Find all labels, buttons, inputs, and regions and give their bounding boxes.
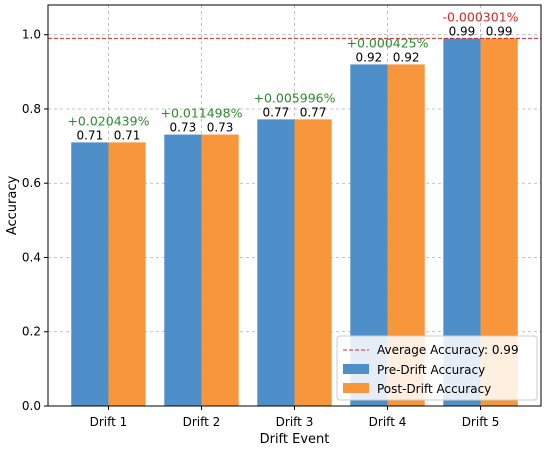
legend-swatch-post-drift <box>343 383 369 393</box>
bars-layer <box>71 38 518 407</box>
legend-label-pre-drift: Pre-Drift Accuracy <box>377 363 485 377</box>
legend-swatch-pre-drift <box>343 364 369 374</box>
labels-layer: 0.71 0.73 0.77 0.92 0.99 0.71 0.73 0.77 0.92 0.99… <box>67 9 518 142</box>
post-drift-value-label: 0.77 <box>300 105 327 119</box>
pre-drift-value-label: 0.73 <box>170 121 197 135</box>
post-drift-value-label: 0.73 <box>207 121 234 135</box>
post-drift-value-label: 0.99 <box>486 24 513 38</box>
pre-drift-value-label: 0.77 <box>263 105 290 119</box>
post-drift-bar <box>294 119 332 407</box>
x-tick-label: Drift 4 <box>369 415 407 429</box>
pre-drift-bar <box>257 119 295 407</box>
change-annotation: +0.000425% <box>347 35 429 50</box>
x-tick-label: Drift 2 <box>183 415 221 429</box>
y-tick-label: 0.4 <box>22 250 41 264</box>
legend: Average Accuracy: 0.99 Pre-Drift Accuracy… <box>336 335 538 401</box>
post-drift-value-label: 0.71 <box>114 128 141 142</box>
pre-drift-value-label: 0.92 <box>356 50 383 64</box>
legend-label-average: Average Accuracy: 0.99 <box>377 343 519 357</box>
legend-label-post-drift: Post-Drift Accuracy <box>377 382 491 396</box>
pre-drift-bar <box>71 142 109 406</box>
y-tick-label: 0.6 <box>22 176 41 190</box>
x-axis-label: Drift Event <box>260 432 330 447</box>
change-annotation: -0.000301% <box>443 9 519 24</box>
legend-box <box>336 335 538 401</box>
pre-drift-bar <box>164 134 202 407</box>
post-drift-bar <box>108 142 146 406</box>
y-tick-label: 1.0 <box>22 28 41 42</box>
post-drift-value-label: 0.92 <box>393 50 420 64</box>
x-tick-label: Drift 5 <box>462 415 500 429</box>
pre-drift-value-label: 0.71 <box>76 128 103 142</box>
axis-layer: 0.0 0.2 0.4 0.6 0.8 1.0 Drift 1 Drift 2 Drift 3 D… <box>22 28 499 429</box>
x-tick-label: Drift 3 <box>276 415 314 429</box>
change-annotation: +0.020439% <box>67 113 149 128</box>
y-axis-label: Accuracy <box>5 176 20 236</box>
post-drift-bar <box>201 134 239 407</box>
pre-drift-value-label: 0.99 <box>449 24 476 38</box>
y-tick-label: 0.8 <box>22 102 41 116</box>
x-tick-label: Drift 1 <box>90 415 128 429</box>
change-annotation: +0.005996% <box>254 90 336 105</box>
y-tick-label: 0.0 <box>22 399 41 413</box>
y-tick-label: 0.2 <box>22 325 41 339</box>
change-annotation: +0.011498% <box>160 106 242 121</box>
